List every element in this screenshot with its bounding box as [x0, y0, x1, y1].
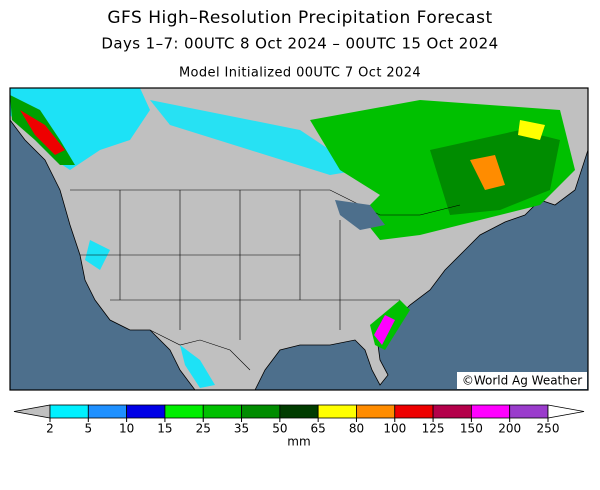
color-segment — [432, 404, 472, 419]
precip-area — [518, 120, 545, 140]
color-segment — [509, 404, 549, 419]
init-time: Model Initialized 00UTC 7 Oct 2024 — [179, 66, 421, 81]
level-label: 25 — [196, 422, 211, 436]
precip-area — [470, 155, 505, 190]
level-label: 5 — [84, 422, 92, 436]
level-label: 125 — [422, 422, 445, 436]
level-label: 100 — [383, 422, 406, 436]
color-segment — [279, 404, 319, 419]
above-range — [547, 404, 585, 419]
color-segment — [87, 404, 128, 419]
color-segment — [49, 404, 89, 419]
map-frame — [9, 87, 589, 391]
precip-area — [20, 110, 65, 155]
precip-area — [150, 100, 360, 175]
credit: ©World Ag Weather — [462, 374, 582, 388]
color-segment — [394, 404, 434, 419]
precip-area — [180, 345, 215, 388]
map: ©World Ag Weather — [9, 87, 589, 391]
color-segment — [202, 404, 242, 419]
precip-area — [374, 315, 395, 345]
color-segment — [241, 404, 281, 419]
color-segment — [164, 404, 204, 419]
level-label: 200 — [498, 422, 521, 436]
credit-box — [457, 372, 587, 389]
level-label: 15 — [157, 422, 172, 436]
color-segment — [317, 404, 357, 419]
below-range — [13, 404, 51, 419]
level-label: 10 — [119, 422, 134, 436]
unit-label: mm — [287, 435, 310, 449]
level-label: 35 — [234, 422, 249, 436]
level-label: 250 — [537, 422, 560, 436]
level-label: 80 — [349, 422, 364, 436]
great-lakes — [335, 200, 385, 230]
level-label: 65 — [311, 422, 326, 436]
title: GFS High–Resolution Precipitation Foreca… — [107, 8, 492, 28]
color-segment — [126, 404, 166, 419]
level-label: 150 — [460, 422, 483, 436]
level-label: 50 — [272, 422, 287, 436]
color-segment — [356, 404, 396, 419]
level-label: 2 — [46, 422, 54, 436]
subtitle: Days 1–7: 00UTC 8 Oct 2024 – 00UTC 15 Oc… — [101, 35, 498, 53]
color-segment — [470, 404, 511, 419]
